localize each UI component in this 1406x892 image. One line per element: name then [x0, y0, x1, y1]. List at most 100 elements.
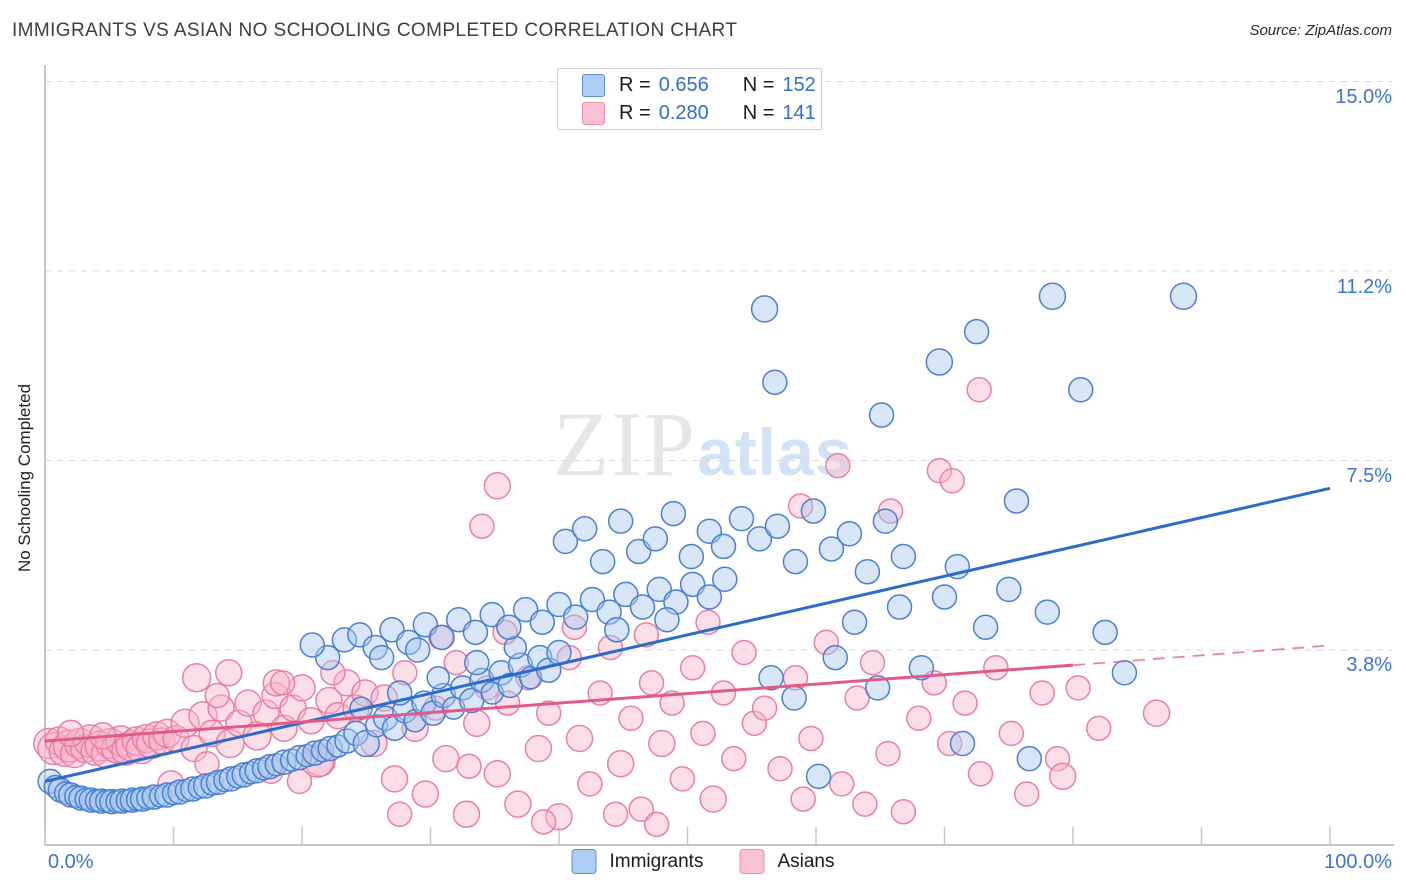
- scatter-point-asians: [411, 780, 440, 808]
- scatter-point-asians: [1085, 715, 1112, 742]
- scatter-point-asians: [628, 796, 654, 822]
- n-value-immigrants: 152: [782, 73, 816, 96]
- scatter-point-immigrants: [496, 614, 522, 641]
- r-label: R =: [619, 101, 651, 124]
- scatter-point-asians: [751, 695, 778, 721]
- scatter-point-immigrants: [552, 528, 579, 555]
- scatter-point-asians: [315, 686, 343, 715]
- scatter-point-immigrants: [462, 619, 489, 646]
- scatter-point-asians: [380, 765, 409, 793]
- scatter-point-asians: [679, 654, 706, 681]
- scatter-point-immigrants: [642, 526, 669, 552]
- scatter-point-asians: [443, 649, 469, 676]
- scatter-point-asians: [456, 753, 482, 779]
- scatter-point-asians: [1065, 675, 1091, 701]
- scatter-point-immigrants: [1169, 282, 1198, 311]
- scatter-point-asians: [1044, 745, 1071, 772]
- scatter-point-asians: [215, 659, 243, 687]
- y-tick-label-11-2: 11.2%: [1336, 276, 1392, 298]
- scatter-point-asians: [469, 513, 495, 539]
- scatter-point-immigrants: [908, 654, 935, 681]
- scatter-point-immigrants: [464, 649, 490, 676]
- y-tick-label-7-5: 7.5%: [1346, 465, 1392, 487]
- scatter-point-immigrants: [864, 675, 891, 701]
- scatter-point-asians: [906, 705, 932, 731]
- scatter-point-asians: [699, 785, 727, 813]
- scatter-point-asians: [648, 729, 676, 758]
- immigrants-legend-swatch-icon: [571, 849, 597, 874]
- scatter-point-asians: [392, 660, 418, 686]
- scatter-point-asians: [602, 801, 629, 827]
- scatter-point-asians: [463, 709, 491, 738]
- immigrants-swatch-icon: [582, 73, 605, 97]
- scatter-point-immigrants: [868, 402, 895, 428]
- scatter-point-immigrants: [426, 666, 450, 690]
- scatter-point-asians: [204, 682, 230, 709]
- scatter-point-immigrants: [872, 508, 899, 534]
- scatter-point-immigrants: [750, 295, 779, 323]
- scatter-point-asians: [618, 705, 644, 731]
- r-label: R =: [619, 73, 651, 96]
- scatter-point-asians: [798, 725, 824, 752]
- immigrants-trend-line: [44, 486, 1331, 783]
- scatter-point-immigrants: [429, 624, 455, 651]
- scatter-point-asians: [483, 760, 512, 788]
- scatter-point-immigrants: [607, 508, 634, 534]
- scatter-point-asians: [252, 699, 280, 727]
- scatter-point-immigrants: [368, 644, 395, 671]
- scatter-point-immigrants: [141, 784, 167, 810]
- legend-label-immigrants: Immigrants: [609, 850, 704, 872]
- scatter-point-immigrants: [571, 515, 598, 542]
- n-value-asians: 141: [782, 101, 816, 124]
- scatter-point-asians: [504, 790, 532, 818]
- scatter-point-asians: [56, 719, 85, 748]
- scatter-point-asians: [524, 734, 553, 763]
- scatter-point-immigrants: [764, 513, 791, 539]
- scatter-point-asians: [852, 791, 878, 817]
- scatter-point-asians: [530, 809, 557, 835]
- scatter-point-immigrants: [404, 637, 431, 663]
- scatter-point-asians: [452, 800, 481, 828]
- scatter-point-asians: [638, 670, 665, 696]
- legend-item-asians: Asians: [739, 849, 835, 874]
- stats-row-asians: R = 0.280 N = 141: [582, 101, 821, 125]
- scatter-point-asians: [844, 685, 870, 711]
- scatter-point-immigrants: [331, 627, 358, 653]
- scatter-point-asians: [721, 745, 747, 772]
- scatter-point-immigrants: [782, 548, 809, 575]
- scatter-point-immigrants: [886, 594, 913, 620]
- scatter-point-immigrants: [660, 500, 687, 527]
- stats-legend: R = 0.656 N = 152 R = 0.280 N = 141: [557, 68, 822, 130]
- scatter-point-asians: [936, 730, 963, 757]
- scatter-point-immigrants: [841, 609, 868, 635]
- scatter-point-immigrants: [781, 685, 807, 711]
- r-value-immigrants: 0.656: [658, 73, 709, 96]
- scatter-point-asians: [790, 786, 816, 812]
- x-axis-max-label: 100.0%: [1324, 851, 1392, 873]
- scatter-point-immigrants: [1038, 282, 1067, 311]
- asians-legend-swatch-icon: [739, 849, 765, 874]
- scatter-point-immigrants: [68, 785, 94, 811]
- scatter-point-immigrants: [562, 604, 589, 630]
- scatter-point-asians: [262, 669, 291, 697]
- scatter-point-immigrants: [326, 734, 350, 758]
- scatter-point-asians: [983, 654, 1009, 681]
- scatter-point-asians: [181, 663, 212, 693]
- scatter-point-asians: [926, 457, 953, 484]
- scatter-point-asians: [386, 801, 413, 827]
- page-title: IMMIGRANTS VS ASIAN NO SCHOOLING COMPLET…: [12, 20, 738, 41]
- x-axis-min-label: 0.0%: [48, 851, 94, 873]
- scatter-point-immigrants: [302, 740, 328, 766]
- scatter-point-asians: [939, 467, 965, 494]
- scatter-point-immigrants: [762, 369, 788, 395]
- scatter-point-immigrants: [119, 787, 146, 813]
- scatter-point-immigrants: [728, 505, 755, 532]
- scatter-point-asians: [669, 766, 696, 792]
- scatter-point-asians: [565, 724, 594, 753]
- scatter-point-immigrants: [529, 609, 556, 635]
- scatter-point-asians: [234, 689, 262, 717]
- scatter-point-immigrants: [949, 730, 976, 757]
- scatter-point-asians: [194, 750, 220, 777]
